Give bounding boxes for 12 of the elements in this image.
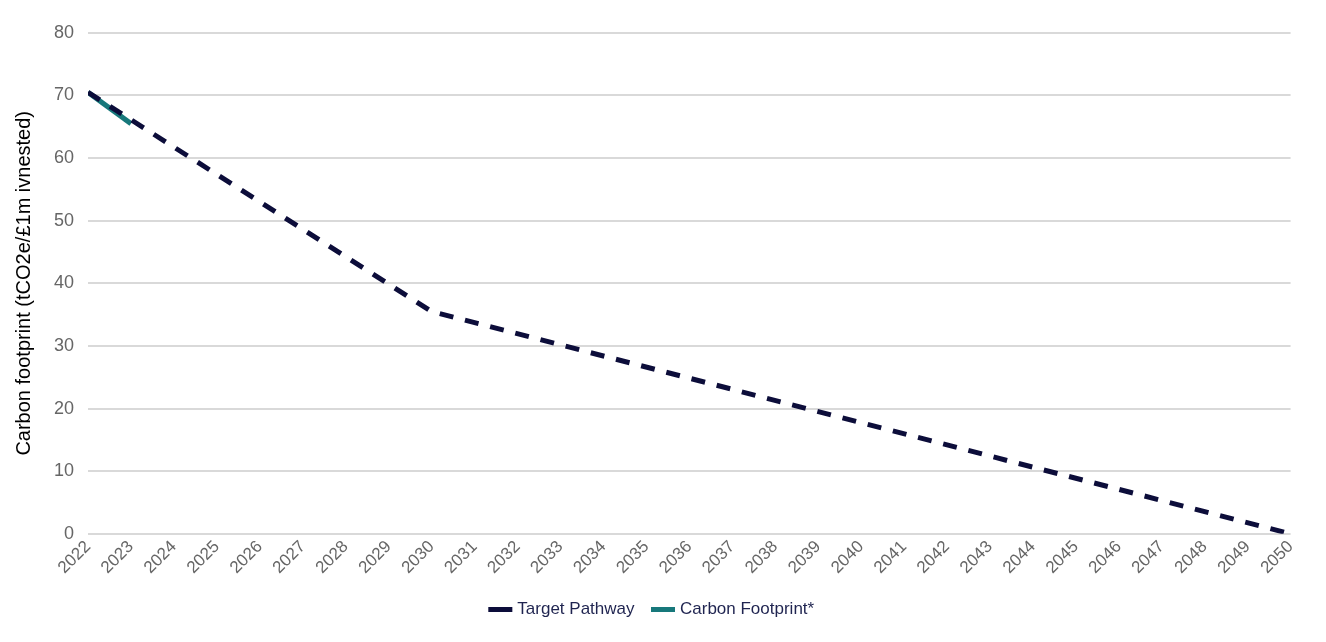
y-tick-label: 50 [53,209,75,230]
y-tick-label: 60 [53,147,75,168]
y-tick-label: 70 [53,84,75,105]
y-tick-label: 80 [53,21,75,42]
y-tick-label: 30 [53,334,75,355]
legend-label: Carbon Footprint* [680,599,815,619]
legend-label: Target Pathway [517,599,635,619]
y-tick-label: 10 [53,460,75,481]
y-tick-label: 40 [53,272,75,293]
y-tick-label: 0 [64,522,75,543]
y-tick-label: 20 [53,397,75,418]
y-axis-title: Carbon footprint (tCO2e/£1m ivnested) [11,111,34,456]
